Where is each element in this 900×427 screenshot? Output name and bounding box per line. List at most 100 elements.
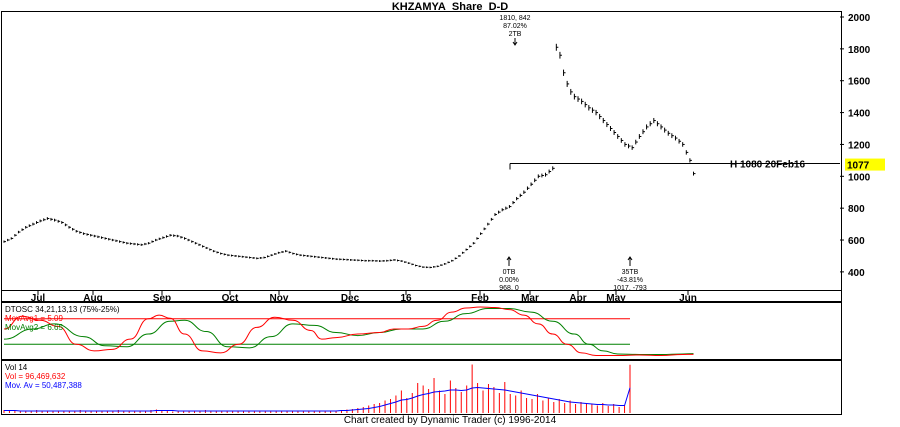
annotation-arrowhead [506, 256, 512, 261]
x-axis-tick-label: Oct [222, 293, 239, 304]
x-axis-tick-label: Dec [341, 293, 360, 304]
annotation-arrowhead [627, 256, 633, 261]
price-bar [180, 236, 183, 239]
price-bar [306, 254, 310, 257]
y-axis-tick-label: 1400 [848, 109, 871, 120]
price-bar [664, 127, 667, 133]
price-bar [61, 221, 64, 224]
price-bar [649, 121, 653, 127]
price-bar [281, 250, 284, 253]
x-axis-tick-label: Jun [679, 293, 697, 304]
price-bar [498, 210, 501, 214]
price-bar [487, 222, 490, 226]
price-annotation: 35TB-43.81%1017, -793 [613, 256, 647, 292]
price-bar [187, 238, 191, 242]
price-bar [108, 238, 111, 241]
price-bar [548, 169, 552, 174]
oscillator-legend-ma1: MovAvg1 = 5.09 [5, 314, 63, 323]
price-bar [285, 250, 288, 253]
price-bar [202, 245, 205, 248]
chart-title: KHZAMYA_Share_D-D [391, 1, 509, 13]
price-bar [17, 230, 21, 234]
price-bar [119, 240, 122, 243]
price-bar [433, 266, 436, 268]
price-bar [436, 265, 440, 268]
current-price-tag [845, 158, 885, 171]
price-bar [653, 117, 656, 124]
price-bar [54, 218, 57, 222]
price-bar [220, 252, 223, 255]
price-bar [342, 258, 346, 261]
price-bar [155, 238, 158, 242]
price-bar [429, 266, 432, 269]
oscillator-ma2-line [3, 308, 694, 355]
x-axis-tick-label: 16 [400, 293, 412, 304]
price-bar [628, 143, 631, 149]
price-series-layer [3, 43, 696, 269]
y-axis-tick-label: 1800 [848, 45, 871, 56]
price-bar [411, 263, 414, 266]
price-bar [400, 260, 404, 262]
price-bar [104, 237, 108, 240]
price-bar [357, 259, 360, 262]
price-bar [620, 138, 624, 143]
price-bar [230, 254, 234, 257]
x-axis-tick-label: Aug [83, 293, 102, 304]
price-bar [461, 251, 465, 254]
price-bar [490, 217, 494, 221]
price-bar [642, 129, 645, 135]
price-panel [1, 11, 842, 302]
price-bar [137, 243, 140, 246]
price-bar [176, 234, 180, 238]
price-bar [267, 255, 270, 258]
price-bar [169, 234, 173, 237]
price-bar [90, 234, 93, 237]
price-bar [292, 252, 295, 255]
osc-ma2-text: MovAvg2 = 6.65 [5, 323, 63, 332]
price-bar [14, 234, 17, 237]
price-bar [57, 219, 61, 223]
price-bar [512, 200, 516, 205]
price-bar [270, 254, 274, 257]
price-bar [476, 237, 479, 240]
price-bar [75, 230, 79, 233]
price-bar [516, 196, 519, 201]
price-bar [328, 257, 331, 260]
price-bar [685, 150, 689, 155]
price-bar [656, 121, 660, 127]
price-bar [263, 256, 266, 259]
price-bar [346, 258, 349, 261]
price-bar [458, 254, 461, 257]
annotation-text: 87.02% [503, 23, 527, 30]
price-bar [523, 190, 526, 194]
price-bar [530, 182, 534, 187]
y-axis-tick-label: 600 [848, 236, 865, 247]
price-bar [667, 130, 671, 136]
price-bar [545, 172, 548, 177]
price-bar [198, 243, 201, 246]
annotation-text: 0.00% [499, 277, 519, 284]
price-bar [339, 258, 342, 261]
price-bar [234, 254, 238, 257]
price-bar [393, 259, 396, 261]
reference-line-label: H 1080 20Feb16 [730, 160, 805, 171]
oscillator-panel [1, 302, 842, 360]
price-bar [173, 234, 176, 237]
axis-layer: 400 600 800 1000 1200 1400 1600 1800 2000 Jul Aug S… [31, 13, 871, 304]
price-bar [184, 237, 187, 240]
price-bar [129, 242, 133, 245]
chart-footer: Chart created by Dynamic Trader (c) 1996… [343, 415, 557, 426]
price-bar [613, 130, 617, 135]
price-bar [97, 235, 100, 239]
price-bar [25, 225, 28, 229]
price-bar [216, 251, 219, 254]
price-bar [494, 213, 497, 216]
price-bar [617, 134, 620, 139]
x-axis-tick-label: Jul [31, 293, 46, 304]
price-bar [451, 259, 454, 262]
price-bar [335, 258, 339, 261]
price-bar [505, 206, 508, 210]
price-bar [469, 245, 472, 248]
